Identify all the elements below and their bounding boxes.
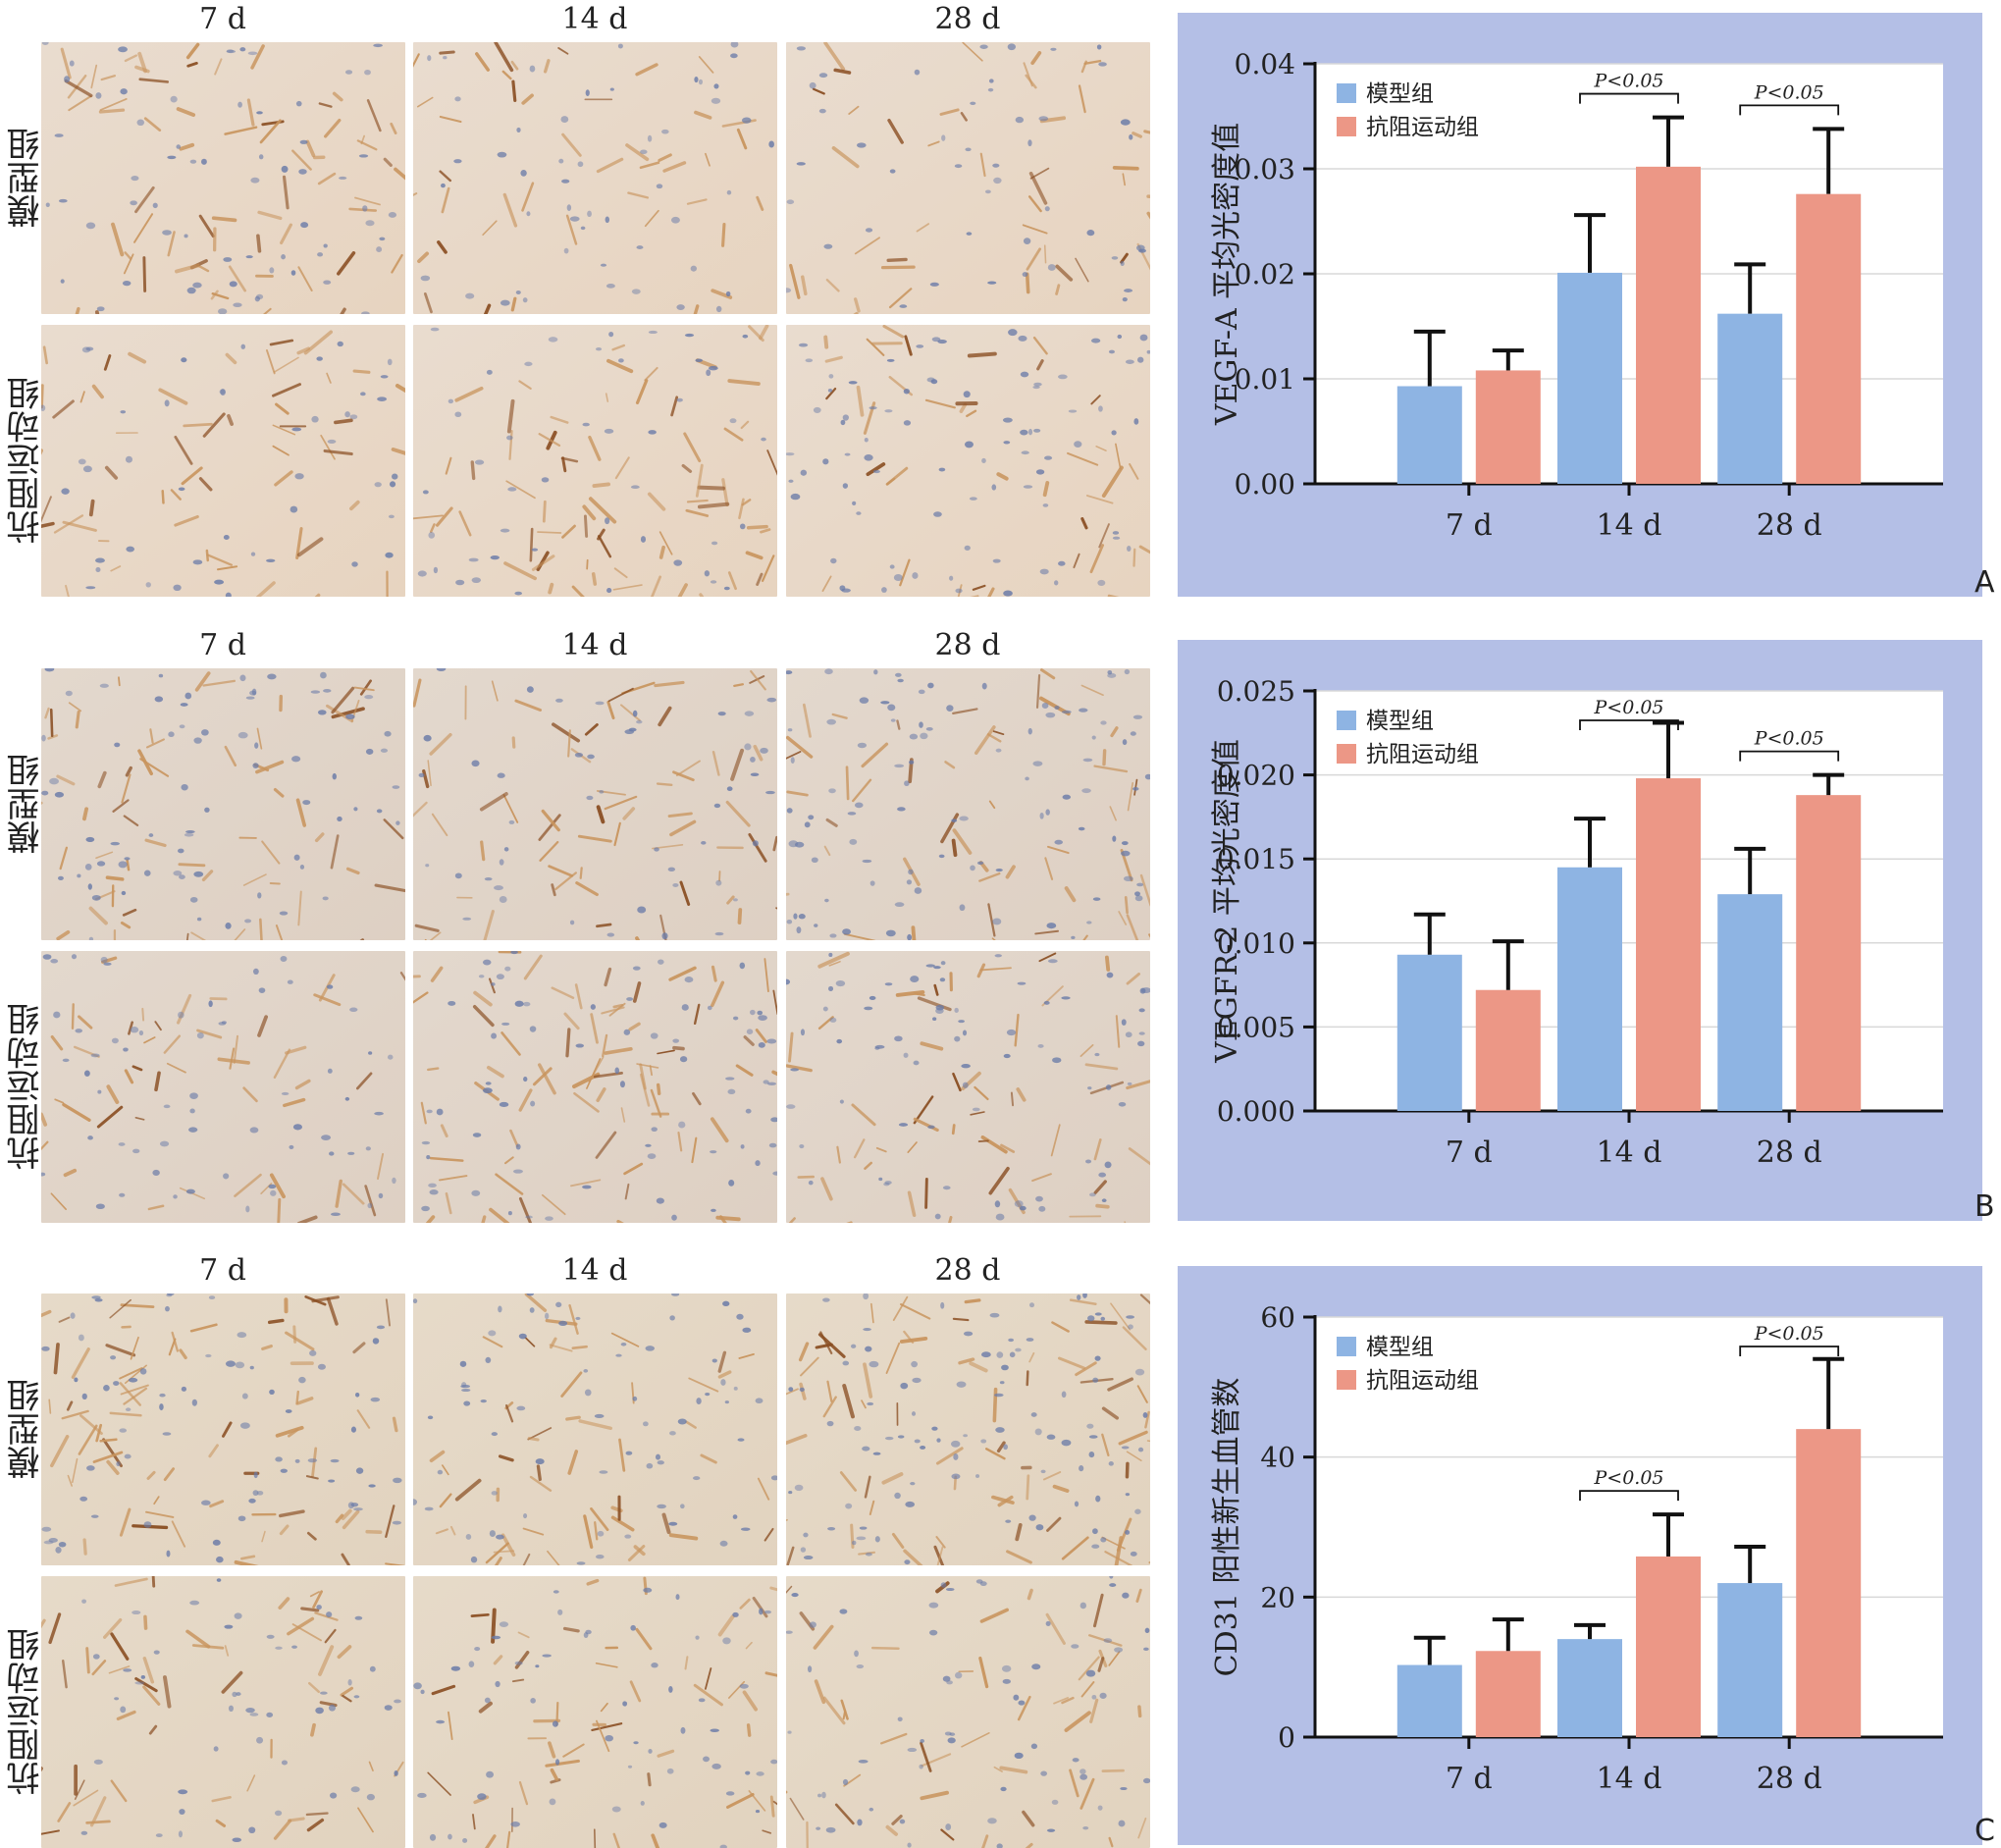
bar-chart: 0 20 40 60 CD31 阳性新生血管数 7 d 14 d P<0.05 28 d P<0.…	[1178, 1266, 1982, 1845]
column-label: 14 d	[413, 2, 776, 36]
y-tick-label: 20	[1260, 1581, 1295, 1613]
legend-swatch	[1337, 744, 1356, 764]
legend-label: 模型组	[1366, 1335, 1434, 1360]
bar	[1476, 990, 1541, 1111]
legend-label: 抗阻运动组	[1366, 1368, 1479, 1394]
x-tick-label: 28 d	[1757, 1135, 1822, 1170]
y-tick-label: 0.04	[1235, 48, 1295, 80]
micrograph-image	[413, 1576, 777, 1848]
bar	[1796, 1429, 1861, 1737]
y-tick-label: 0.00	[1235, 468, 1295, 501]
micrograph-image	[41, 1576, 405, 1848]
bar	[1636, 778, 1701, 1111]
y-tick-label: 60	[1260, 1301, 1295, 1334]
legend-swatch	[1337, 1337, 1356, 1356]
y-axis-title: CD31 阳性新生血管数	[1210, 1378, 1244, 1677]
legend-swatch	[1337, 83, 1356, 103]
bar	[1397, 955, 1462, 1111]
y-axis-title: VEGF-A 平均光密度值	[1210, 123, 1244, 426]
legend-swatch	[1337, 1370, 1356, 1390]
column-label: 7 d	[41, 1253, 404, 1288]
y-tick-label: 0	[1278, 1721, 1295, 1754]
column-label: 7 d	[41, 628, 404, 662]
bar	[1717, 314, 1782, 484]
y-tick-label: 0.025	[1217, 675, 1295, 708]
x-tick-label: 14 d	[1597, 1762, 1662, 1796]
y-tick-label: 40	[1260, 1442, 1295, 1474]
x-tick-label: 14 d	[1597, 508, 1662, 543]
significance-label: P<0.05	[1593, 1467, 1663, 1489]
legend-label: 抗阻运动组	[1366, 115, 1479, 140]
column-label: 28 d	[786, 1253, 1149, 1288]
significance-label: P<0.05	[1593, 697, 1663, 718]
micrograph-image	[413, 668, 777, 940]
legend-swatch	[1337, 711, 1356, 730]
micrograph-image	[413, 1294, 777, 1565]
legend-label: 模型组	[1366, 709, 1434, 734]
x-tick-label: 7 d	[1446, 1762, 1493, 1796]
micrograph-image	[786, 1294, 1150, 1565]
bar	[1717, 1583, 1782, 1737]
bar	[1717, 894, 1782, 1111]
x-tick-label: 28 d	[1757, 1762, 1822, 1796]
micrograph-image	[41, 951, 405, 1223]
bar	[1557, 868, 1622, 1111]
column-label: 28 d	[786, 2, 1149, 36]
legend-label: 模型组	[1366, 81, 1434, 107]
bar	[1796, 194, 1861, 484]
bar	[1557, 273, 1622, 484]
bar	[1636, 1557, 1701, 1737]
micrograph-image	[413, 951, 777, 1223]
micrograph-image	[41, 1294, 405, 1565]
column-label: 7 d	[41, 2, 404, 36]
column-label: 14 d	[413, 1253, 776, 1288]
bar	[1476, 370, 1541, 484]
micrograph-image	[786, 951, 1150, 1223]
micrograph-image	[41, 325, 405, 597]
micrograph-image	[786, 668, 1150, 940]
x-tick-label: 14 d	[1597, 1135, 1662, 1170]
significance-label: P<0.05	[1593, 71, 1663, 92]
micrograph-image	[41, 42, 405, 314]
y-tick-label: 0.000	[1217, 1095, 1295, 1128]
micrograph-image	[786, 1576, 1150, 1848]
bar	[1636, 167, 1701, 484]
micrograph-image	[786, 42, 1150, 314]
column-label: 14 d	[413, 628, 776, 662]
micrograph-image	[786, 325, 1150, 597]
x-tick-label: 28 d	[1757, 508, 1822, 543]
y-axis-title: VEGFR-2 平均光密度值	[1210, 739, 1244, 1064]
bar	[1397, 1665, 1462, 1737]
significance-label: P<0.05	[1754, 81, 1824, 103]
micrograph-image	[41, 668, 405, 940]
column-label: 28 d	[786, 628, 1149, 662]
x-tick-label: 7 d	[1446, 508, 1493, 543]
micrograph-image	[413, 42, 777, 314]
micrograph-image	[413, 325, 777, 597]
significance-label: P<0.05	[1754, 728, 1824, 750]
bar	[1796, 795, 1861, 1111]
x-tick-label: 7 d	[1446, 1135, 1493, 1170]
bar	[1476, 1651, 1541, 1737]
significance-label: P<0.05	[1754, 1323, 1824, 1345]
bar	[1397, 386, 1462, 484]
legend-swatch	[1337, 117, 1356, 136]
legend-label: 抗阻运动组	[1366, 742, 1479, 767]
bar	[1557, 1639, 1622, 1737]
